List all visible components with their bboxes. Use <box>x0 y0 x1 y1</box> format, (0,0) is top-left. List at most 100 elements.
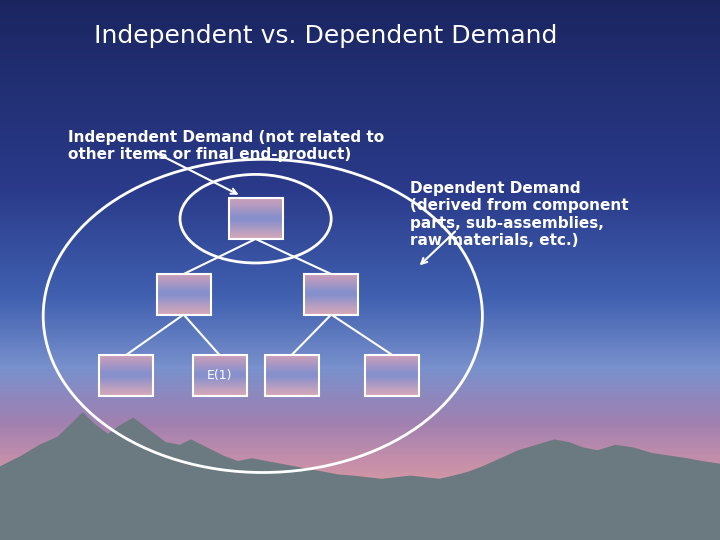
Bar <box>229 236 283 237</box>
Bar <box>229 224 283 225</box>
Bar <box>157 290 210 291</box>
Bar <box>99 373 153 374</box>
Bar <box>229 213 283 214</box>
Bar <box>265 393 319 394</box>
Bar <box>157 293 210 294</box>
Bar <box>193 355 246 356</box>
Bar <box>265 370 319 372</box>
Bar <box>305 278 359 279</box>
Bar <box>305 284 359 285</box>
Bar <box>99 379 153 380</box>
Bar <box>366 355 419 356</box>
Bar <box>157 283 210 284</box>
Bar <box>366 358 419 359</box>
Bar <box>99 357 153 358</box>
Bar <box>366 357 419 358</box>
Bar <box>265 356 319 357</box>
Bar <box>305 294 359 295</box>
Bar <box>229 230 283 231</box>
Bar <box>193 394 246 395</box>
Bar <box>99 382 153 383</box>
Bar <box>157 279 210 280</box>
Bar <box>157 299 210 300</box>
Bar <box>305 305 359 306</box>
Bar <box>366 380 419 381</box>
Bar <box>99 355 153 356</box>
Bar <box>193 369 246 370</box>
Bar <box>193 386 246 387</box>
Bar <box>157 288 210 289</box>
Bar <box>265 379 319 380</box>
Bar <box>305 295 359 296</box>
Bar <box>265 355 319 356</box>
Bar <box>265 386 319 387</box>
Bar <box>366 387 419 388</box>
Bar <box>99 369 153 370</box>
Bar <box>157 276 210 277</box>
Bar <box>265 376 319 377</box>
Bar <box>193 357 246 358</box>
Bar <box>99 387 153 388</box>
Bar <box>229 225 283 226</box>
Bar <box>99 368 153 369</box>
Bar <box>265 360 319 361</box>
Bar <box>366 372 419 373</box>
Bar <box>305 290 359 291</box>
Bar <box>99 389 153 390</box>
Bar <box>265 394 319 395</box>
Bar <box>265 377 319 379</box>
Bar <box>366 383 419 384</box>
Bar <box>366 359 419 360</box>
Bar <box>157 300 210 301</box>
Bar <box>366 382 419 383</box>
Bar <box>366 368 419 369</box>
Bar <box>305 293 359 294</box>
Bar <box>265 361 319 362</box>
Bar <box>305 274 359 275</box>
Bar <box>366 381 419 382</box>
Bar <box>229 205 283 206</box>
Bar <box>229 227 283 228</box>
Bar <box>229 228 283 229</box>
Bar <box>229 231 283 232</box>
Bar <box>265 389 319 390</box>
Bar <box>193 384 246 386</box>
Bar <box>157 278 210 279</box>
Bar <box>265 368 319 369</box>
Bar <box>265 383 319 384</box>
Bar <box>99 376 153 377</box>
Bar <box>229 210 283 211</box>
Bar <box>265 367 319 368</box>
Bar <box>157 295 210 296</box>
Bar <box>193 388 246 389</box>
Bar <box>305 292 359 293</box>
Bar <box>265 355 319 395</box>
Bar <box>99 383 153 384</box>
Bar <box>193 379 246 380</box>
Bar <box>305 286 359 287</box>
Bar <box>265 382 319 383</box>
Bar <box>99 394 153 395</box>
Bar <box>366 393 419 394</box>
Bar <box>193 360 246 361</box>
Bar <box>305 277 359 278</box>
Bar <box>99 355 153 395</box>
Bar <box>157 280 210 281</box>
Bar <box>305 313 359 314</box>
Bar <box>229 218 283 219</box>
Bar <box>157 308 210 309</box>
Bar <box>229 208 283 210</box>
Bar <box>305 274 359 314</box>
Bar <box>193 356 246 357</box>
Bar <box>366 367 419 368</box>
Bar <box>157 312 210 313</box>
Bar <box>305 291 359 292</box>
Bar <box>193 390 246 391</box>
Bar <box>193 387 246 388</box>
Bar <box>193 375 246 376</box>
Bar <box>229 226 283 227</box>
Bar <box>229 220 283 221</box>
Bar <box>193 366 246 367</box>
Bar <box>229 233 283 234</box>
Bar <box>305 281 359 282</box>
